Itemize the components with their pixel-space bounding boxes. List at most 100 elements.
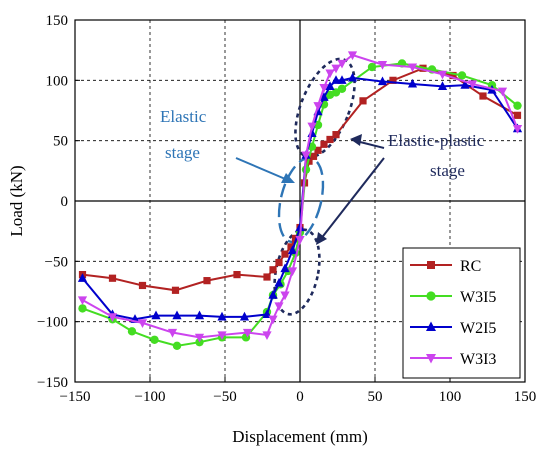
data-point-w3i3 <box>325 69 335 79</box>
data-point-w2i5 <box>460 80 470 89</box>
legend-label-w3i3: W3I3 <box>460 351 496 368</box>
data-point-w3i3 <box>512 125 523 134</box>
data-point-w2i5 <box>194 310 205 320</box>
data-point-w3i3 <box>217 331 227 341</box>
data-point-w3i5 <box>513 101 522 110</box>
y-tick-label: −150 <box>37 375 68 391</box>
elastic-plastic-arrow-upper <box>355 140 385 149</box>
data-point-rc <box>479 92 487 100</box>
data-point-w2i5 <box>287 245 298 255</box>
data-point-w3i3 <box>331 64 341 74</box>
data-point-w3i3 <box>437 70 448 80</box>
y-tick-label: 150 <box>46 13 69 29</box>
data-point-w3i3 <box>377 61 388 70</box>
data-point-w2i5 <box>77 273 88 282</box>
x-tick-label: −150 <box>60 389 91 405</box>
data-point-w3i3 <box>242 328 253 338</box>
data-point-w3i5 <box>337 84 347 93</box>
elastic-plastic-label-line1: Elastic-plastic <box>388 131 485 150</box>
data-point-w3i3 <box>274 302 284 312</box>
legend-label-rc: RC <box>460 258 481 275</box>
data-point-rc <box>314 146 322 154</box>
data-point-w3i5 <box>150 335 159 344</box>
elastic-plastic-ellipse-lower <box>273 228 321 316</box>
data-point-rc <box>332 131 340 139</box>
y-tick-label: −50 <box>45 254 68 270</box>
series-w3i3 <box>77 51 523 343</box>
data-point-rc <box>233 271 241 279</box>
data-point-rc <box>389 76 397 84</box>
legend-label-w3i5: W3I5 <box>460 289 496 306</box>
data-point-w2i5 <box>217 311 227 321</box>
elastic-arrow-head <box>281 173 295 183</box>
data-point-w3i3 <box>107 313 118 322</box>
data-point-w3i3 <box>497 87 508 97</box>
elastic-label-line2: stage <box>165 143 200 162</box>
data-point-rc <box>263 273 271 281</box>
data-point-rc <box>320 140 328 148</box>
legend-box <box>402 247 521 379</box>
data-point-w3i3 <box>137 319 148 328</box>
data-point-w3i3 <box>337 59 347 69</box>
x-tick-label: −100 <box>135 389 166 405</box>
data-point-w3i5 <box>457 71 467 80</box>
legend-label-w2i5: W2I5 <box>460 320 496 337</box>
legend-marker-w3i3 <box>426 354 436 364</box>
data-point-rc <box>449 71 457 80</box>
data-point-w3i3 <box>319 83 329 93</box>
data-point-w3i3 <box>313 102 323 111</box>
data-point-rc <box>281 250 289 258</box>
x-tick-label: 0 <box>296 389 304 405</box>
data-point-rc <box>359 97 367 105</box>
elastic-plastic-label-line2: stage <box>430 161 465 180</box>
y-tick-label: 50 <box>53 134 68 150</box>
x-axis-title: Displacement (mm) <box>232 427 368 446</box>
data-point-w3i3 <box>268 315 278 325</box>
data-point-rc <box>275 258 283 267</box>
data-point-w2i5 <box>325 81 335 90</box>
y-axis-title: Load (kN) <box>7 165 26 236</box>
data-point-w3i3 <box>77 296 88 306</box>
x-tick-label: 100 <box>439 389 462 405</box>
data-point-w2i5 <box>319 92 329 101</box>
series <box>77 51 523 350</box>
data-point-rc <box>203 277 211 285</box>
elastic-label-line1: Elastic <box>160 107 207 126</box>
data-point-w3i5 <box>127 327 137 336</box>
data-point-w2i5 <box>407 78 418 88</box>
data-point-w2i5 <box>280 263 290 273</box>
elastic-plastic-arrow-lower-head <box>316 232 327 245</box>
data-point-w3i3 <box>467 80 478 90</box>
x-tick-label: 150 <box>514 389 537 405</box>
data-point-w3i3 <box>347 51 358 61</box>
data-point-w3i3 <box>262 331 272 341</box>
legend: RC W3I5 W2I5 W3I3 <box>402 247 521 379</box>
data-point-w2i5 <box>337 75 347 84</box>
data-point-w3i3 <box>407 63 418 73</box>
annotations: Elastic stage Elastic-plastic stage <box>160 57 485 316</box>
data-point-w2i5 <box>239 311 250 321</box>
data-point-w3i3 <box>167 328 178 338</box>
data-point-rc <box>287 243 295 251</box>
y-tick-label: 0 <box>61 194 69 210</box>
elastic-arrow <box>235 157 291 182</box>
data-point-w2i5 <box>437 81 448 90</box>
data-point-rc <box>138 281 147 290</box>
data-point-w2i5 <box>268 290 278 299</box>
data-point-w3i3 <box>295 236 305 245</box>
data-point-w3i3 <box>194 333 205 343</box>
data-point-w2i5 <box>172 310 182 320</box>
data-point-rc <box>309 152 318 160</box>
data-point-w2i5 <box>151 310 161 320</box>
x-tick-label: −50 <box>213 389 236 405</box>
legend-marker-rc <box>427 261 435 269</box>
axes: −150 −100 −50 0 50 100 150 −150 −100 −50 0 50 100 150 <box>37 13 536 405</box>
x-tick-label: 50 <box>368 389 383 405</box>
elastic-plastic-ellipse-upper <box>294 57 356 159</box>
data-point-w2i5 <box>377 76 388 86</box>
elastic-plastic-arrow-lower <box>319 157 385 241</box>
legend-marker-w3i5 <box>426 291 436 301</box>
y-tick-label: 100 <box>46 73 69 89</box>
data-point-rc <box>269 266 277 274</box>
